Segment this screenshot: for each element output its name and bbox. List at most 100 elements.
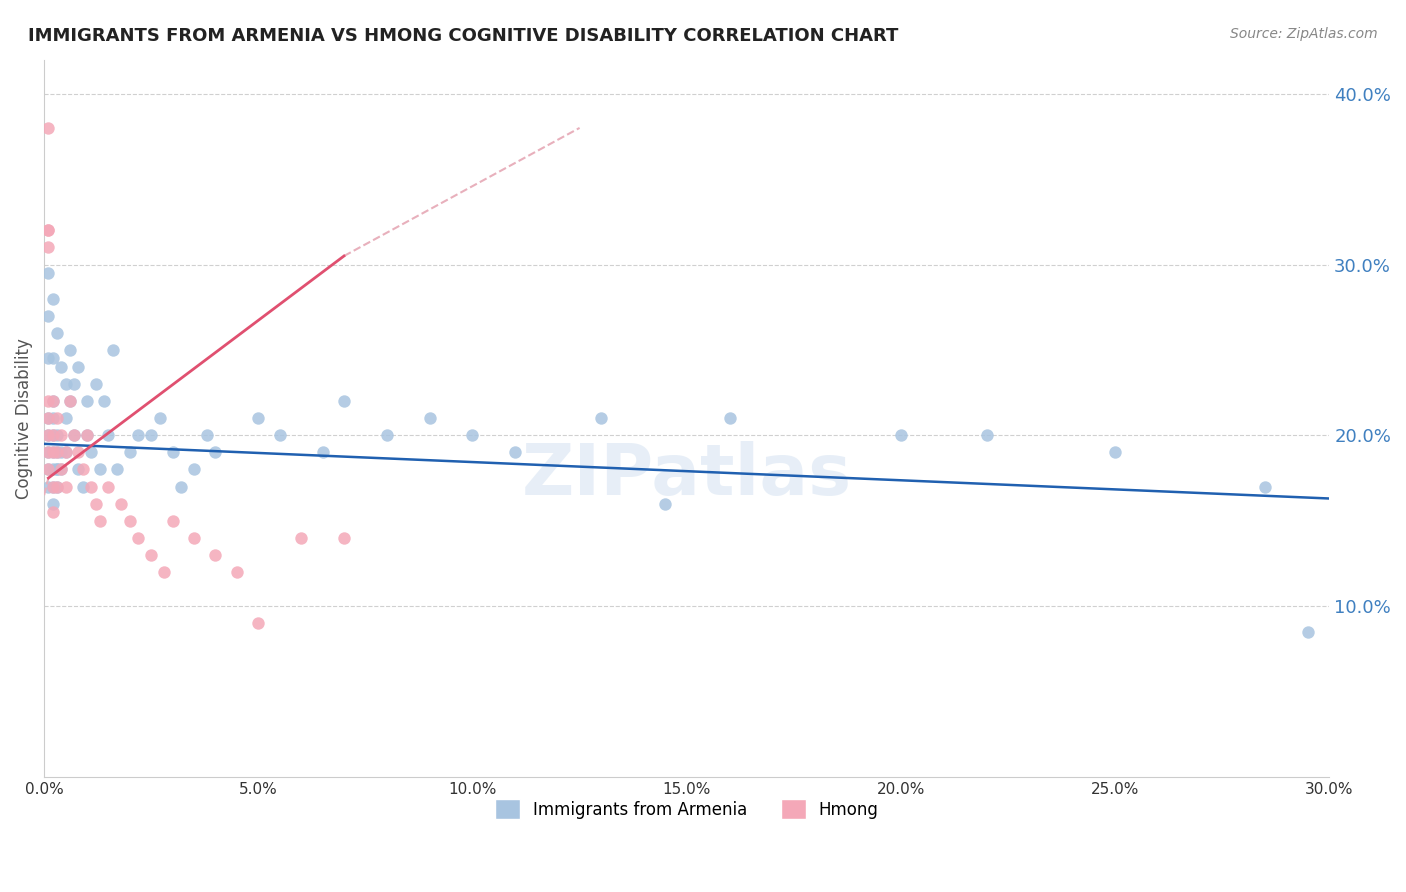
Point [55, 479, 77, 493]
Point [118, 514, 141, 528]
Point [269, 428, 291, 442]
Point [162, 514, 184, 528]
Point [976, 428, 998, 442]
Point [46, 428, 69, 442]
Y-axis label: Cognitive Disability: Cognitive Disability [15, 338, 32, 499]
Point [55, 445, 77, 459]
Point [127, 428, 149, 442]
Text: ZIPatlas: ZIPatlas [522, 442, 852, 510]
Point [89, 514, 111, 528]
Point [204, 445, 226, 459]
Point [37, 445, 59, 459]
Point [63, 377, 86, 392]
Point [37, 462, 59, 476]
Point [46, 479, 69, 493]
Point [46, 462, 69, 476]
Point [51, 462, 73, 476]
Point [59, 343, 82, 357]
Point [375, 428, 398, 442]
Point [67, 359, 90, 374]
Point [41, 394, 63, 409]
Point [76, 428, 98, 442]
Point [46, 445, 69, 459]
Point [37, 411, 59, 425]
Point [46, 326, 69, 340]
Point [890, 428, 912, 442]
Point [51, 359, 73, 374]
Point [59, 394, 82, 409]
Point [1104, 445, 1126, 459]
Point [37, 351, 59, 366]
Point [170, 479, 193, 493]
Point [97, 479, 120, 493]
Point [37, 309, 59, 323]
Point [37, 120, 59, 135]
Point [41, 292, 63, 306]
Point [41, 445, 63, 459]
Point [37, 266, 59, 280]
Point [89, 462, 111, 476]
Point [80, 445, 103, 459]
Point [37, 223, 59, 237]
Point [37, 428, 59, 442]
Point [41, 428, 63, 442]
Point [333, 394, 356, 409]
Point [41, 462, 63, 476]
Point [97, 428, 120, 442]
Point [505, 445, 527, 459]
Point [333, 531, 356, 545]
Point [718, 411, 741, 425]
Point [204, 548, 226, 562]
Point [51, 428, 73, 442]
Legend: Immigrants from Armenia, Hmong: Immigrants from Armenia, Hmong [488, 792, 886, 826]
Point [141, 428, 163, 442]
Point [93, 394, 115, 409]
Point [195, 428, 218, 442]
Point [183, 462, 205, 476]
Point [72, 479, 94, 493]
Text: Source: ZipAtlas.com: Source: ZipAtlas.com [1230, 27, 1378, 41]
Point [110, 497, 132, 511]
Point [153, 565, 176, 579]
Point [41, 505, 63, 519]
Point [41, 445, 63, 459]
Point [63, 428, 86, 442]
Point [1296, 624, 1319, 639]
Point [76, 394, 98, 409]
Point [51, 445, 73, 459]
Point [41, 351, 63, 366]
Point [59, 394, 82, 409]
Point [55, 377, 77, 392]
Point [72, 462, 94, 476]
Point [419, 411, 441, 425]
Point [51, 462, 73, 476]
Point [225, 565, 247, 579]
Point [46, 411, 69, 425]
Point [41, 497, 63, 511]
Point [290, 531, 312, 545]
Point [654, 497, 676, 511]
Point [55, 445, 77, 459]
Point [84, 377, 107, 392]
Point [37, 428, 59, 442]
Point [37, 445, 59, 459]
Point [41, 411, 63, 425]
Point [41, 479, 63, 493]
Point [127, 531, 149, 545]
Point [461, 428, 484, 442]
Point [67, 462, 90, 476]
Point [76, 428, 98, 442]
Point [37, 223, 59, 237]
Point [149, 411, 172, 425]
Point [141, 548, 163, 562]
Point [1254, 479, 1277, 493]
Point [67, 445, 90, 459]
Point [118, 445, 141, 459]
Point [37, 394, 59, 409]
Point [80, 479, 103, 493]
Point [37, 240, 59, 254]
Point [162, 445, 184, 459]
Point [589, 411, 612, 425]
Point [37, 462, 59, 476]
Point [247, 616, 270, 631]
